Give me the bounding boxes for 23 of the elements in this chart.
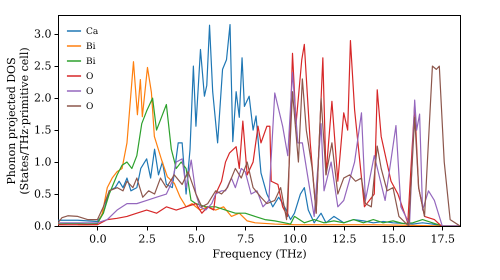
- x-tick-label: 10.0: [282, 232, 308, 246]
- legend-label: Bi: [86, 42, 96, 52]
- y-tick-label: 1.0: [34, 156, 52, 169]
- y-tick-label: 1.5: [34, 124, 52, 137]
- y-tick-label: 2.0: [34, 92, 52, 105]
- x-tick-label: 12.5: [332, 232, 356, 246]
- legend-label: O: [86, 72, 94, 82]
- y-axis-title: Phonon projected DOS (States/THz·primitive cell): [5, 47, 32, 195]
- x-tick-label: 0.0: [89, 232, 107, 246]
- x-tick-label: 15.0: [381, 232, 406, 246]
- y-tick-label: 0.5: [34, 188, 52, 201]
- x-tick-label: 5.0: [188, 232, 206, 246]
- legend-label: Ca: [86, 27, 99, 37]
- x-tick-label: 7.5: [236, 232, 254, 246]
- y-tick-label: 0.0: [34, 220, 52, 232]
- x-tick-label: 17.5: [430, 232, 456, 246]
- y-tick-label: 2.5: [34, 60, 52, 73]
- x-tick-label: 2.5: [138, 232, 156, 246]
- legend-label: O: [86, 102, 94, 112]
- x-axis-title: Frequency (THz): [212, 248, 307, 260]
- y-tick-label: 3.0: [34, 28, 52, 41]
- legend-label: Bi: [86, 57, 96, 67]
- legend-label: O: [86, 87, 94, 97]
